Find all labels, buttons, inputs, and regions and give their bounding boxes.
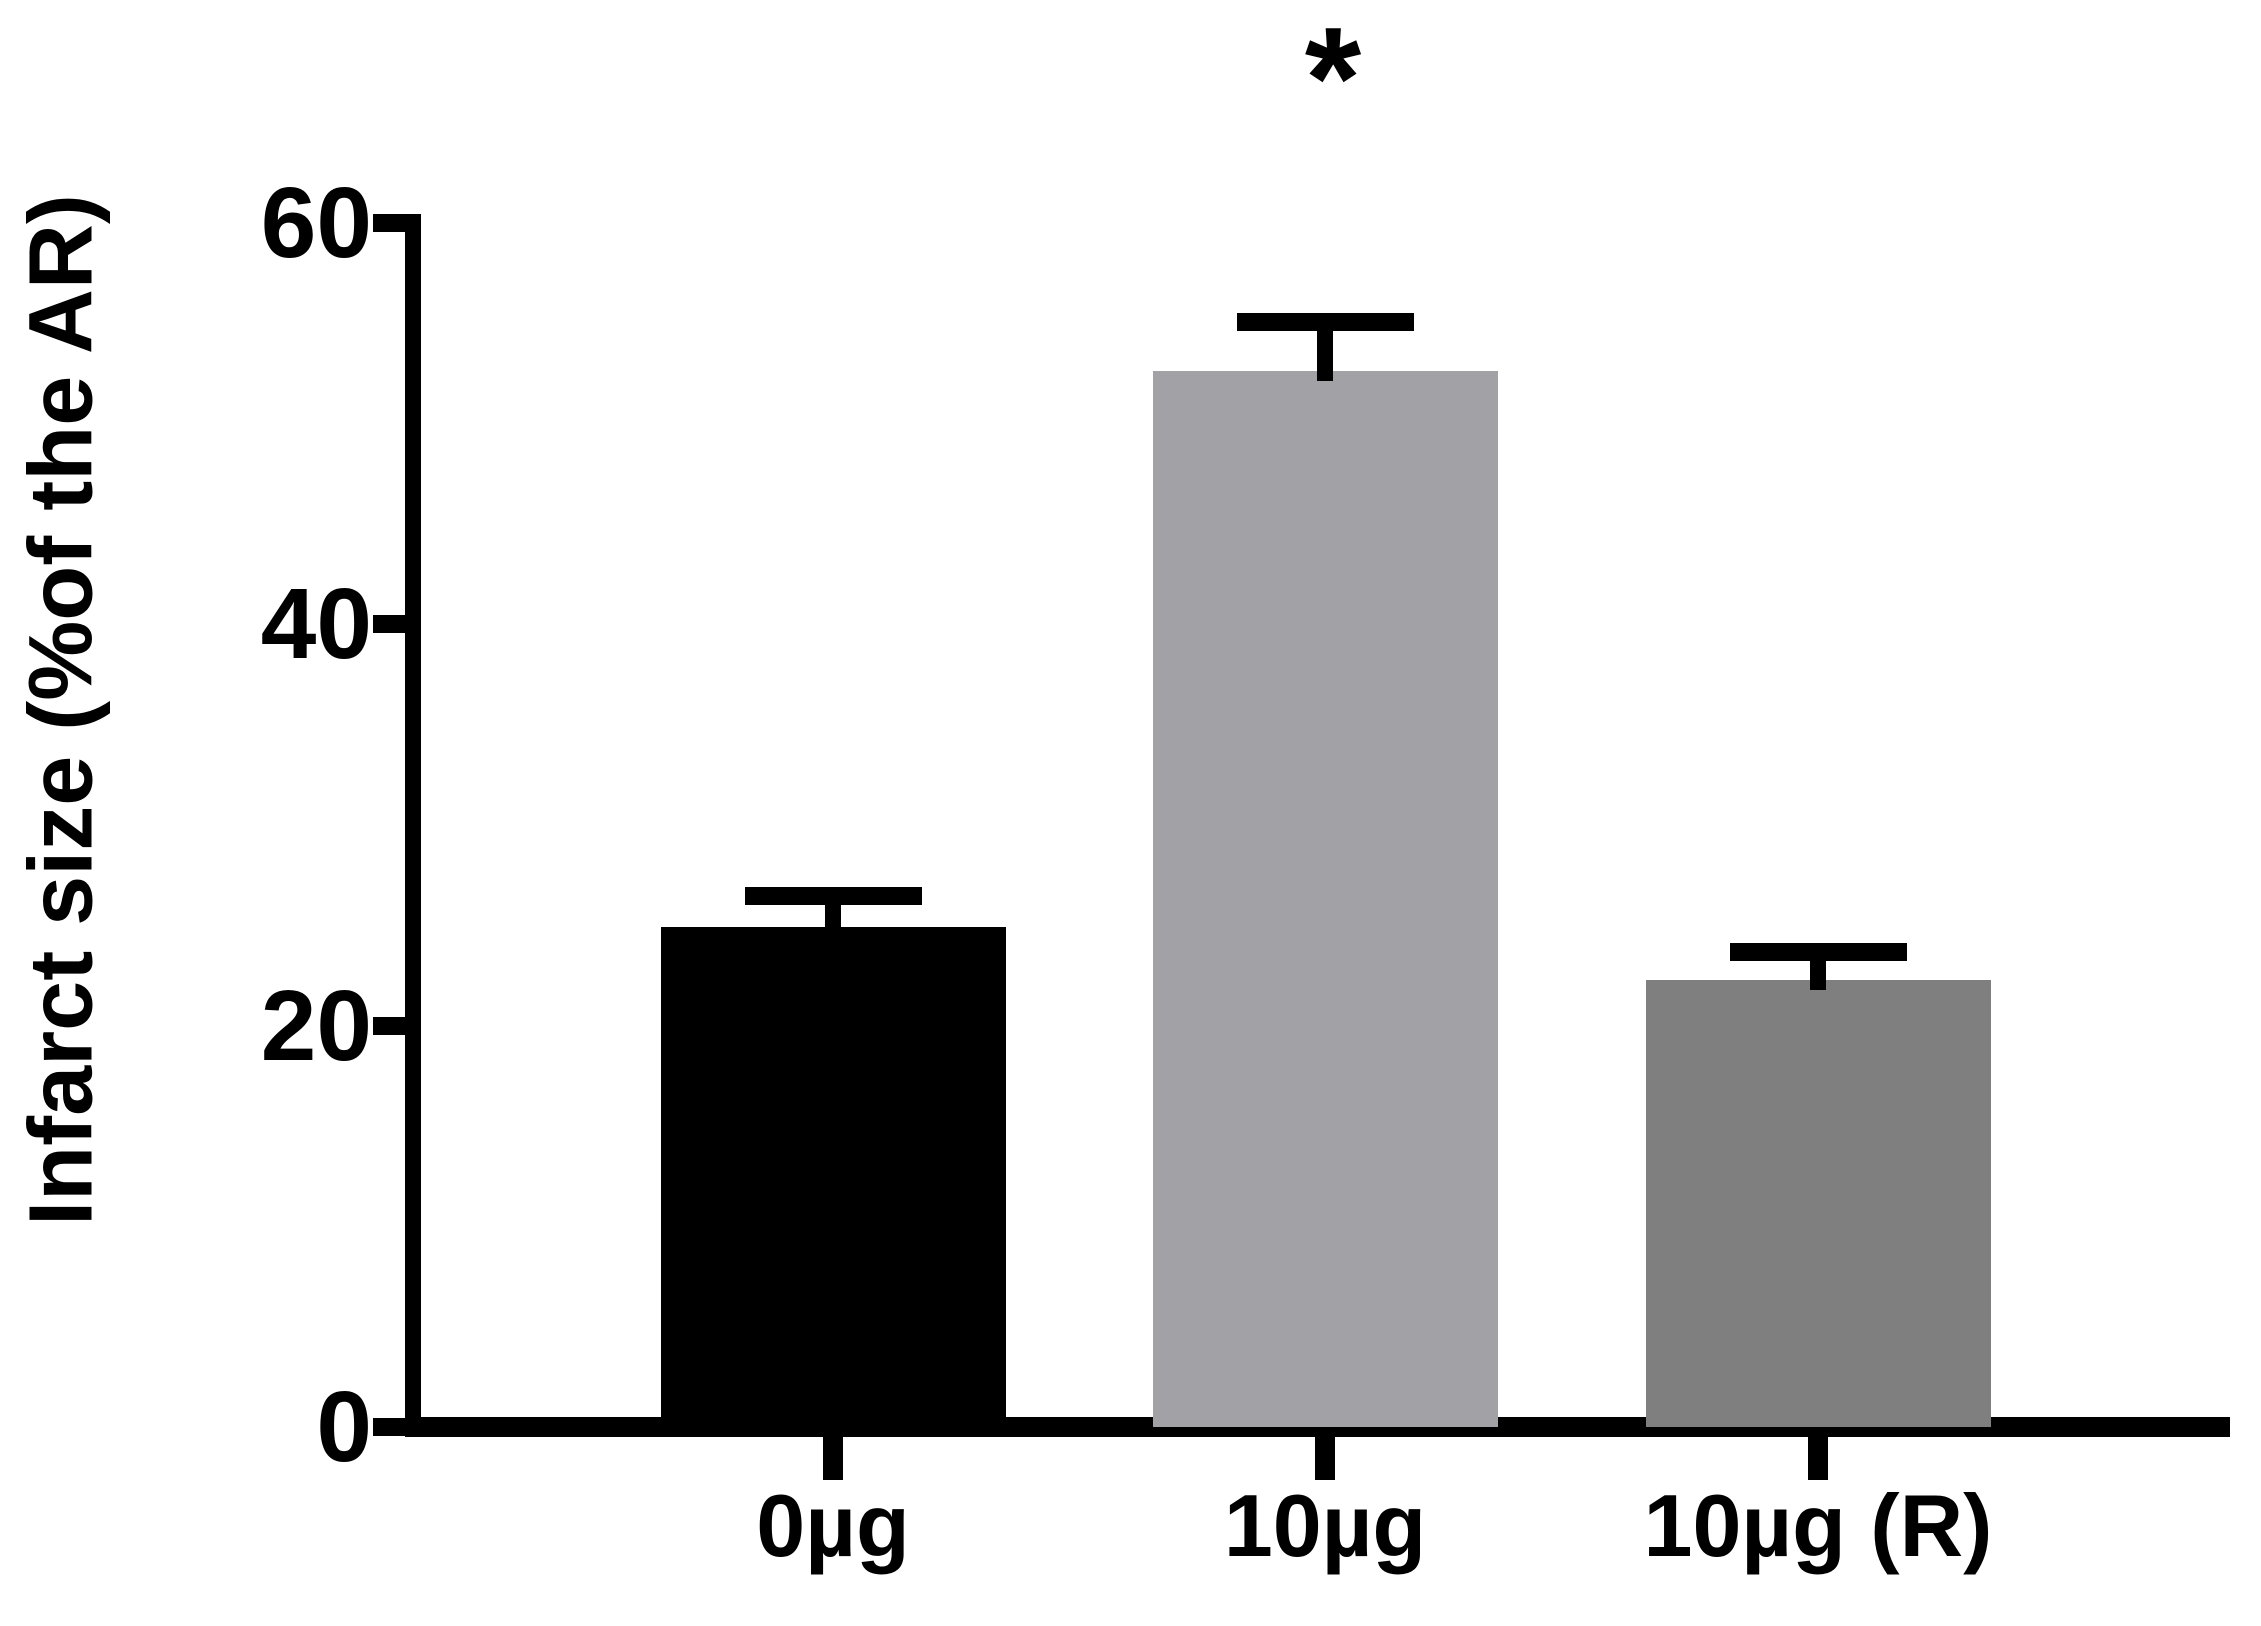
bar-10ug-r xyxy=(1645,979,1991,1427)
error-bar-stem xyxy=(825,905,841,938)
y-axis-line xyxy=(405,214,421,1437)
bar-0ug xyxy=(660,927,1006,1427)
x-tick-mark xyxy=(823,1437,843,1480)
x-tick-mark xyxy=(1315,1437,1335,1480)
y-tick-mark xyxy=(373,214,421,232)
y-tick-mark xyxy=(373,1418,421,1436)
error-bar-0ug xyxy=(744,887,922,938)
y-tick-label: 0 xyxy=(316,1371,372,1483)
bar-10ug xyxy=(1152,371,1498,1427)
x-category-label-0ug: 0µg xyxy=(756,1476,910,1575)
y-tick-mark xyxy=(373,615,421,634)
x-category-label-10ug-r: 10µg (R) xyxy=(1643,1476,1993,1575)
y-tick-mark xyxy=(373,1016,421,1035)
y-tick-label: 40 xyxy=(260,568,372,681)
error-bar-stem xyxy=(1810,961,1826,990)
y-tick-label: 20 xyxy=(260,969,372,1082)
significance-asterisk: * xyxy=(1304,0,1362,159)
error-bar-10ug xyxy=(1236,313,1414,382)
y-tick-label: 60 xyxy=(260,167,372,279)
x-category-label-10ug: 10µg xyxy=(1223,1476,1427,1575)
error-bar-10ug-r xyxy=(1729,943,1907,990)
error-bar-stem xyxy=(1317,331,1333,382)
x-tick-mark xyxy=(1808,1437,1828,1480)
